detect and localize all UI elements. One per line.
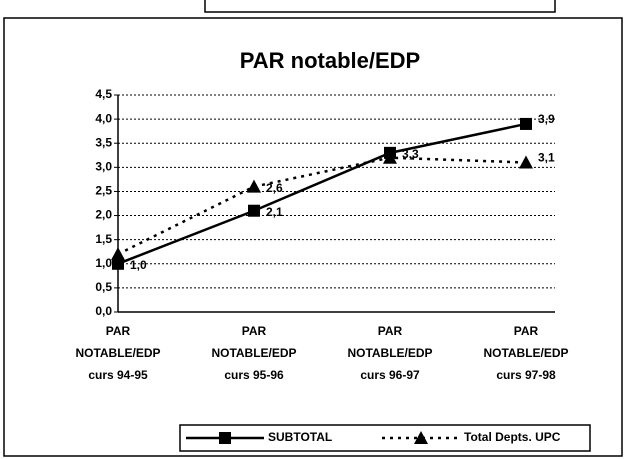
x-tick-label-line: NOTABLE/EDP (211, 346, 296, 360)
y-tick-label: 2,0 (95, 208, 112, 222)
y-tick-label: 3,5 (95, 135, 112, 149)
y-tick-label: 4,0 (95, 111, 112, 125)
x-tick-label: PAR NOTABLE/EDP curs 94-95 (75, 324, 160, 382)
x-tick-label-line: PAR (378, 324, 403, 338)
top-box (204, 0, 556, 13)
x-tick-label-line: curs 94-95 (88, 368, 148, 382)
y-tick-label: 0,5 (95, 280, 112, 294)
y-tick-label: 2,5 (95, 184, 112, 198)
x-tick-label: PAR NOTABLE/EDP curs 96-97 (347, 324, 432, 382)
point (383, 150, 397, 164)
x-tick-label: PAR NOTABLE/EDP curs 97-98 (483, 324, 568, 382)
data-label: 2,1 (266, 205, 283, 219)
y-tick-label: 4,5 (95, 87, 112, 101)
y-tick-label: 0,0 (95, 304, 112, 318)
point (219, 432, 231, 444)
x-tick-label-line: curs 95-96 (224, 368, 284, 382)
y-tick-label: 1,5 (95, 232, 112, 246)
point (112, 257, 124, 270)
data-label: 2,6 (266, 181, 283, 195)
data-label: 1,0 (130, 258, 147, 272)
data-label: 3,9 (538, 112, 555, 126)
chart-title: PAR notable/EDP (240, 48, 421, 73)
x-tick-label-line: PAR (242, 324, 267, 338)
point (520, 117, 532, 130)
point (414, 431, 428, 444)
legend-box (179, 424, 591, 452)
y-tick-label: 1,0 (95, 256, 112, 270)
x-tick-label-line: NOTABLE/EDP (347, 346, 432, 360)
x-tick-label-line: PAR (106, 324, 131, 338)
legend-label: SUBTOTAL (268, 430, 332, 444)
series-line (117, 122, 527, 265)
x-tick-label-line: curs 96-97 (360, 368, 420, 382)
x-tick-label: PAR NOTABLE/EDP curs 95-96 (211, 324, 296, 382)
data-label: 3,3 (402, 147, 419, 161)
y-tick-label: 3,0 (95, 160, 112, 174)
point (247, 179, 261, 193)
point (519, 155, 533, 169)
point (111, 247, 125, 261)
data-label: 3,1 (538, 151, 555, 165)
frame (3, 17, 623, 457)
x-tick-label-line: NOTABLE/EDP (483, 346, 568, 360)
point (248, 204, 260, 217)
x-tick-label-line: NOTABLE/EDP (75, 346, 160, 360)
x-tick-label-line: PAR (514, 324, 539, 338)
x-tick-label-line: curs 97-98 (496, 368, 556, 382)
legend-label: Total Depts. UPC (464, 430, 561, 444)
